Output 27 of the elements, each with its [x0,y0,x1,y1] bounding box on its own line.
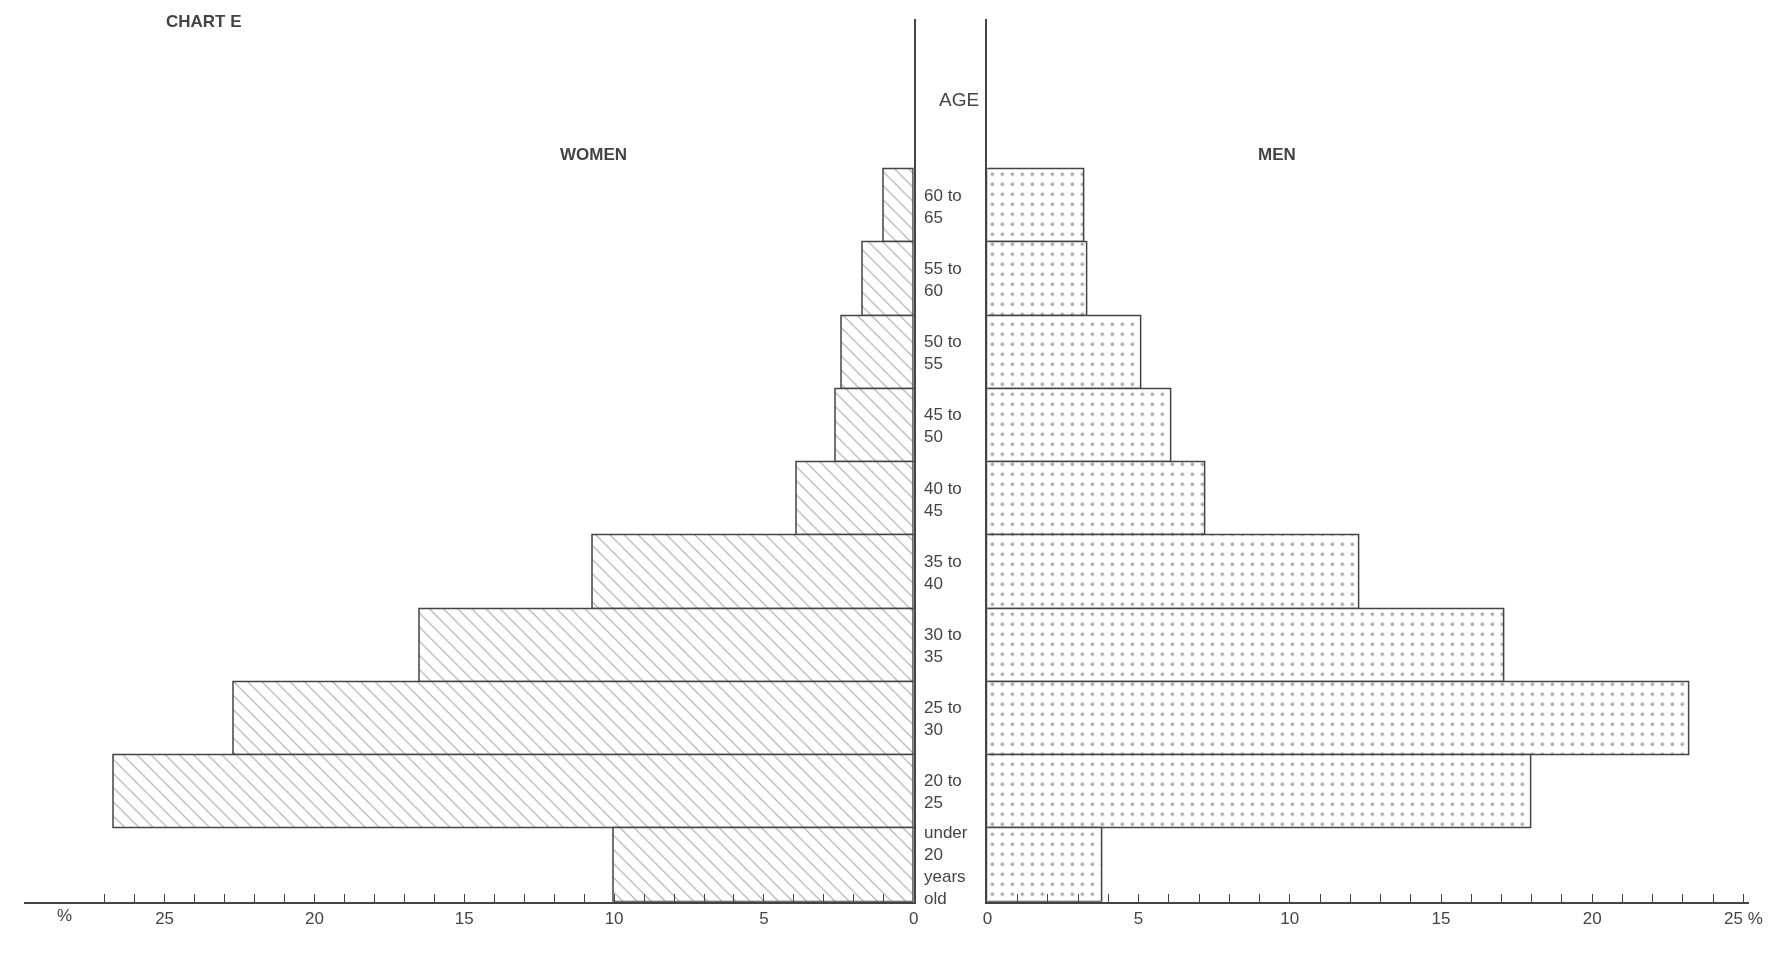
y-tick-label: under 20 years old [924,823,968,909]
x-tick-label: 20 [1582,909,1602,929]
y-tick-label: 35 to 40 [924,552,962,594]
x-tick-label: 10 [1280,909,1300,929]
x-tick-label: 20 [304,909,324,929]
chart-subtitle: WOMEN [560,145,628,164]
y-tick-label: 45 to 50 [924,405,962,447]
x-tick-label: 15 [454,909,474,929]
chart-title: CHART E [166,12,242,31]
y-tick-label: 20 to 25 [924,771,962,813]
x-tick-label: 0 [982,909,993,929]
x-axis-title: % [57,906,73,925]
x-tick-label: 5 [1133,909,1144,929]
y-tick-label: 55 to 60 [924,259,962,301]
y-tick-label: 25 to 30 [924,698,962,740]
y-axis-title: AGE [939,89,980,110]
chart-subtitle: MEN [1258,145,1296,164]
y-tick-label: 40 to 45 [924,479,962,521]
x-tick-label: 0 [909,909,919,929]
x-tick-label: 10 [604,909,624,929]
x-tick-label: 15 [1431,909,1451,929]
y-tick-label: 50 to 55 [924,332,962,374]
y-tick-label: 30 to 35 [924,625,962,667]
x-tick-label: 5 [759,909,769,929]
x-tick-label: 25 [155,909,175,929]
y-tick-label: 60 to 65 [924,186,962,228]
x-tick-label: 25 % [1724,909,1763,929]
